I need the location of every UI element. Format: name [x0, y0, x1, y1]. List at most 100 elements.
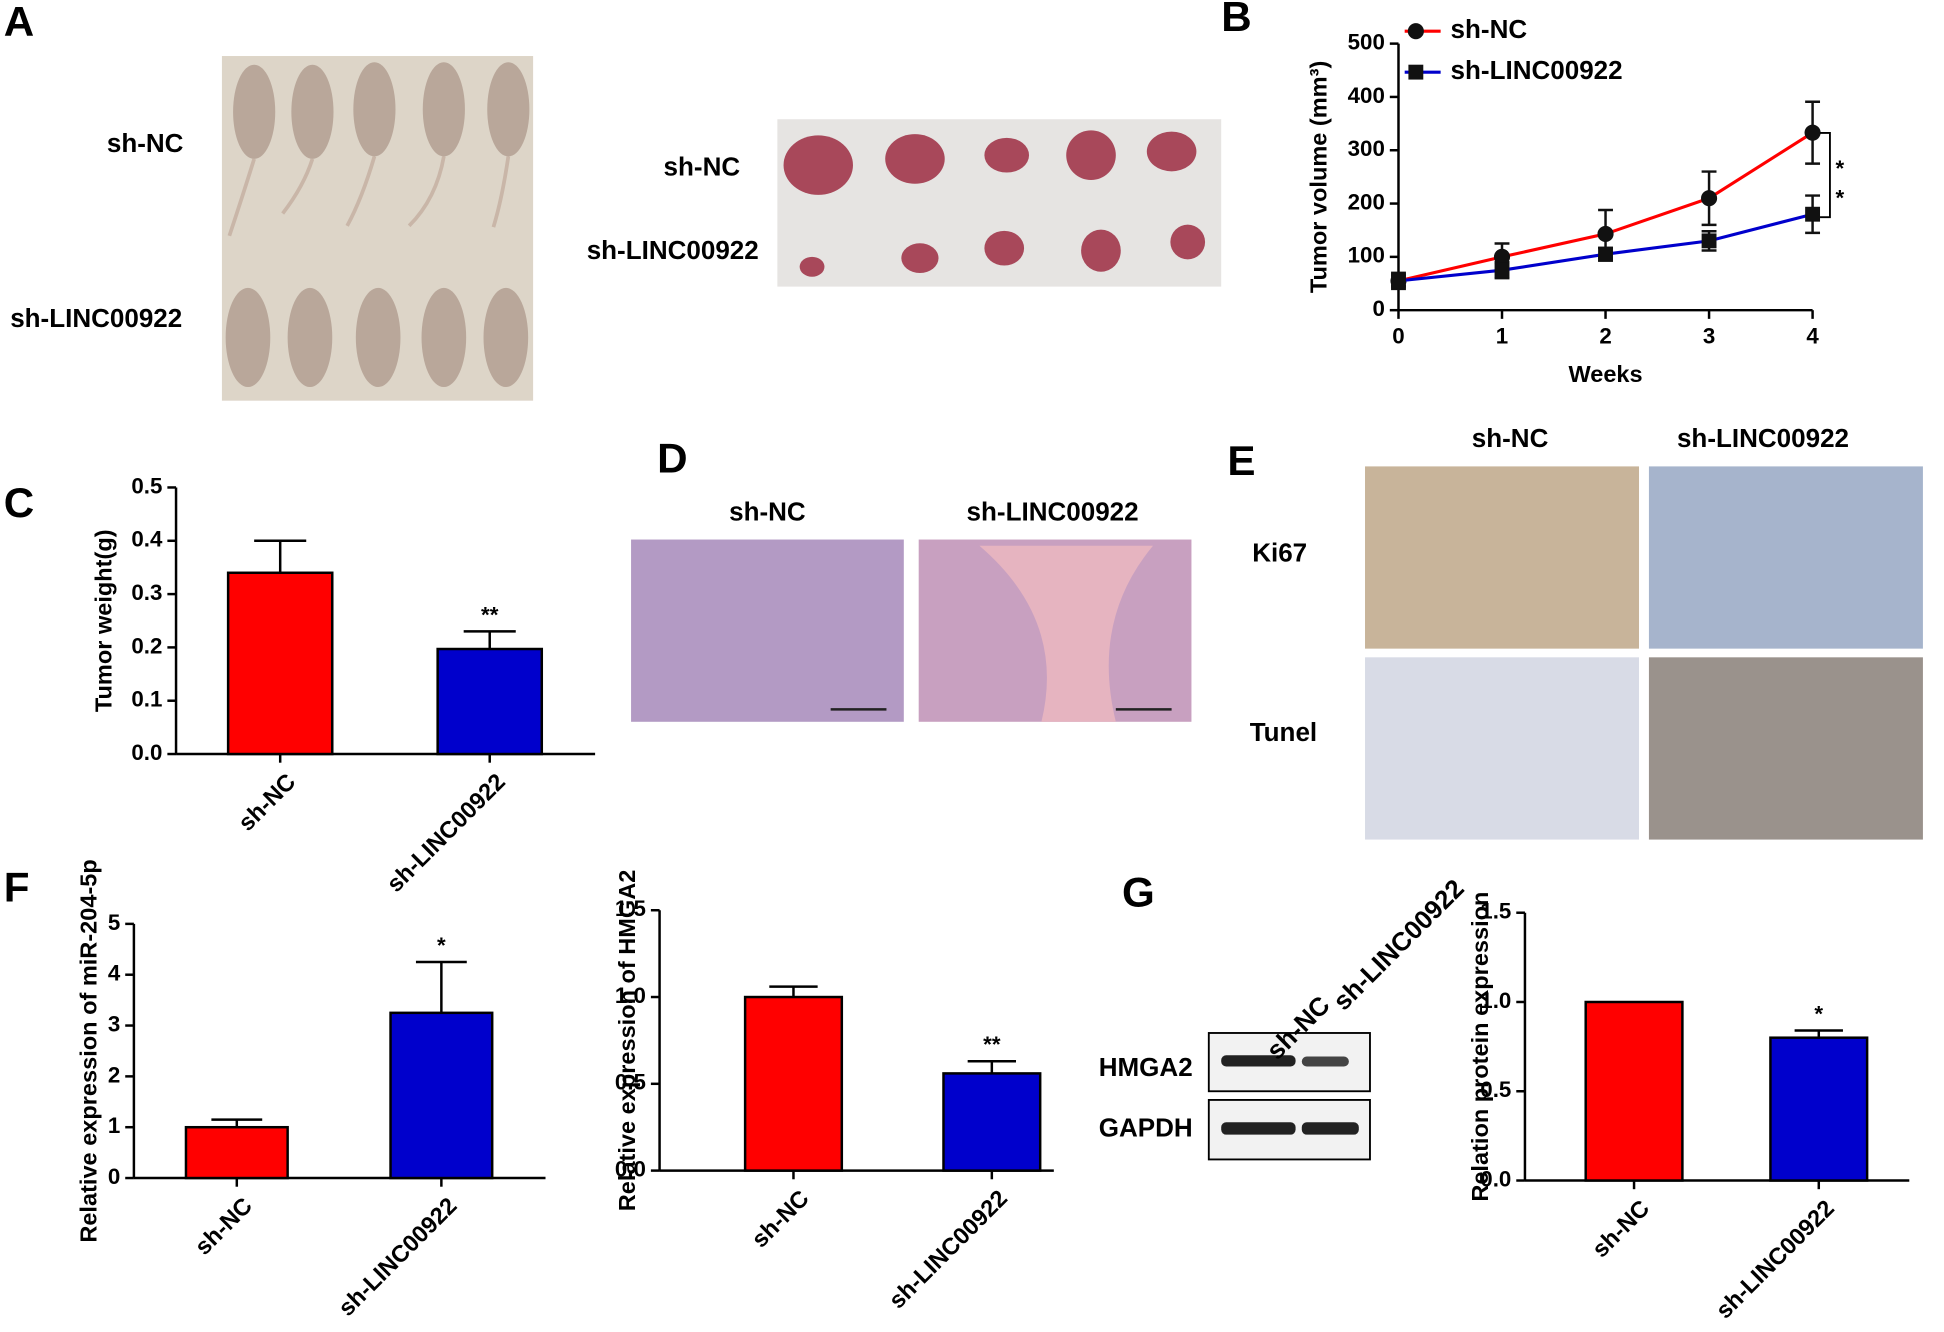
- marker: [1391, 273, 1406, 289]
- annotation: **: [983, 1032, 1001, 1057]
- band-label: GAPDH: [1099, 1113, 1193, 1143]
- tumor-photo: [777, 119, 1222, 287]
- y-tick-label: 0.5: [1480, 1077, 1511, 1102]
- marker: [1597, 225, 1614, 243]
- x-tick-label: sh-LINC00922: [333, 1192, 462, 1321]
- y-tick-label: 1.0: [615, 983, 646, 1008]
- y-axis-label: Tumor weight(g): [91, 529, 117, 712]
- y-tick-label: 0.0: [1480, 1166, 1511, 1191]
- he-image: [631, 539, 904, 722]
- ihc-image: [1648, 657, 1923, 840]
- ihc-image: [1365, 466, 1640, 649]
- y-tick-label: 0.3: [131, 580, 162, 605]
- blot-band: [1221, 1122, 1296, 1135]
- error-bar: [769, 985, 818, 998]
- y-tick-label: 1.5: [1480, 899, 1511, 924]
- y-tick-label: 1: [108, 1113, 120, 1138]
- bar: [184, 1125, 289, 1180]
- y-tick-label: 2: [108, 1062, 120, 1087]
- bar: [1769, 1036, 1869, 1182]
- y-axis-label: Relative expression of HMGA2: [614, 870, 640, 1212]
- marker: [1805, 206, 1821, 222]
- legend-marker: [1408, 64, 1424, 80]
- row-label: Tunel: [1250, 717, 1317, 747]
- he-necrosis: [979, 545, 1154, 722]
- x-tick-label: sh-NC: [746, 1185, 813, 1252]
- y-tick-label: 0.0: [615, 1156, 646, 1181]
- x-tick-label: 3: [1703, 323, 1715, 348]
- group-label: sh-NC: [107, 128, 184, 158]
- blot-band: [1301, 1122, 1359, 1135]
- y-tick-label: 4: [108, 961, 121, 986]
- blot-band: [1301, 1056, 1349, 1067]
- column-label: sh-NC: [729, 496, 806, 526]
- x-tick-label: sh-LINC00922: [382, 768, 511, 897]
- error-bar: [254, 539, 307, 573]
- mice-photo: [221, 56, 534, 401]
- panel-letter: E: [1227, 437, 1255, 484]
- y-tick-label: 5: [108, 910, 120, 935]
- y-axis-label: Relation protein expression: [1467, 892, 1493, 1202]
- marker: [1598, 246, 1613, 262]
- blot-band: [1221, 1055, 1296, 1067]
- legend-label: sh-LINC00922: [1451, 55, 1623, 85]
- y-tick-label: 3: [108, 1011, 120, 1036]
- x-tick-label: 2: [1599, 323, 1611, 348]
- x-tick-label: sh-NC: [1587, 1195, 1654, 1262]
- bar: [436, 647, 544, 756]
- lane-label: sh-LINC00922: [1327, 873, 1470, 1016]
- band-label: HMGA2: [1099, 1052, 1193, 1082]
- y-tick-label: 500: [1348, 30, 1385, 55]
- row-label: Ki67: [1252, 537, 1307, 567]
- y-axis-label: Tumor volume (mm³): [1306, 61, 1332, 293]
- y-tick-label: 300: [1348, 136, 1385, 161]
- bar: [1584, 1000, 1684, 1182]
- marker: [1804, 124, 1821, 141]
- y-tick-label: 400: [1348, 83, 1385, 108]
- error-bar: [415, 960, 467, 1013]
- x-tick-label: sh-LINC00922: [884, 1185, 1013, 1314]
- error-bar: [967, 1060, 1017, 1074]
- column-label: sh-NC: [1472, 423, 1549, 453]
- y-tick-label: 0: [1372, 296, 1384, 321]
- x-tick-label: sh-NC: [233, 768, 300, 835]
- marker: [1701, 233, 1717, 249]
- group-label: sh-NC: [664, 152, 741, 182]
- y-tick-label: 0.4: [131, 527, 163, 552]
- y-tick-label: 100: [1348, 243, 1385, 268]
- legend-label: sh-NC: [1451, 14, 1528, 44]
- x-tick-label: 1: [1496, 323, 1508, 348]
- bar: [226, 571, 334, 756]
- significance-bracket: [1820, 131, 1831, 219]
- annotation: *: [1836, 156, 1845, 181]
- panel-letter: C: [4, 479, 34, 526]
- marker: [1493, 248, 1511, 265]
- bar: [389, 1011, 494, 1180]
- annotation: *: [1836, 186, 1845, 211]
- x-tick-label: sh-NC: [190, 1192, 257, 1259]
- group-label: sh-LINC00922: [10, 303, 182, 333]
- y-tick-label: 0.5: [615, 1070, 646, 1095]
- bar: [942, 1072, 1042, 1172]
- y-tick-label: 0.5: [131, 473, 162, 498]
- annotation: **: [481, 602, 499, 627]
- y-tick-label: 1.5: [615, 896, 646, 921]
- error-bar: [211, 1118, 263, 1128]
- panel-letter: B: [1221, 0, 1251, 40]
- y-tick-label: 0.0: [131, 740, 162, 765]
- panel-letter: F: [4, 864, 30, 911]
- ihc-image: [1648, 466, 1923, 649]
- error-bar: [463, 630, 516, 650]
- column-label: sh-LINC00922: [1677, 423, 1849, 453]
- y-tick-label: 0.2: [131, 633, 162, 658]
- y-tick-label: 200: [1348, 189, 1385, 214]
- panel-letter: D: [657, 435, 687, 482]
- x-axis-label: Weeks: [1568, 361, 1642, 387]
- panel-letter: A: [4, 0, 34, 45]
- column-label: sh-LINC00922: [967, 496, 1139, 526]
- y-tick-label: 0: [108, 1164, 120, 1189]
- annotation: *: [437, 933, 446, 958]
- panel-letter: G: [1122, 869, 1155, 916]
